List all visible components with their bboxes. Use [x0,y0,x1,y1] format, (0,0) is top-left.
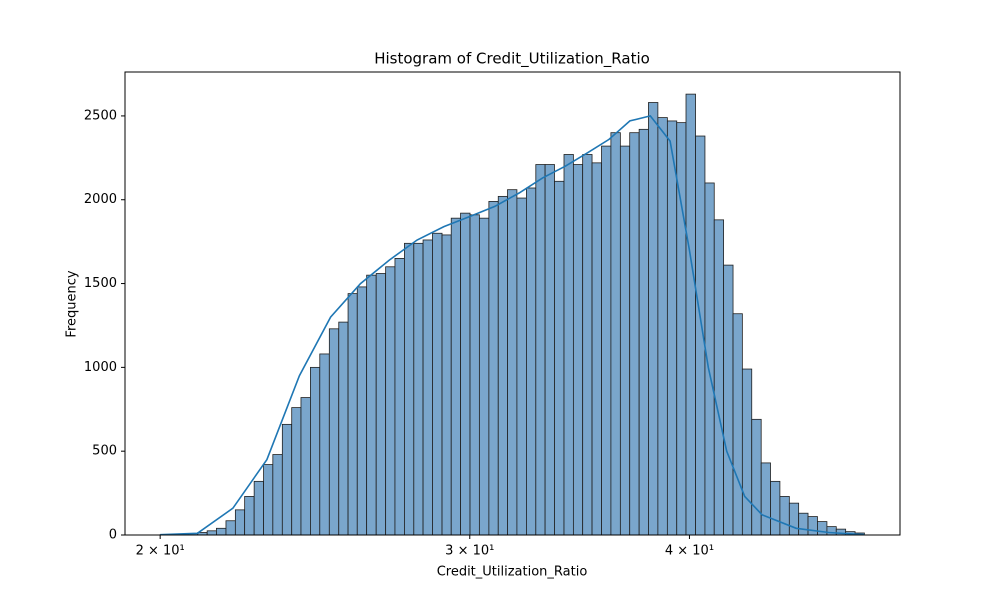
bar [658,118,667,535]
y-tick-label: 1000 [84,360,117,375]
x-tick-label: 2 × 10¹ [136,544,185,559]
bar [461,213,470,535]
bar [235,510,244,535]
bar [451,218,460,535]
bar [517,198,527,535]
bar [386,267,395,535]
bar [498,196,507,535]
bar [367,275,377,535]
x-axis-label: Credit_Utilization_Ratio [437,565,588,580]
bar [320,354,330,535]
bar [573,165,582,535]
bar [395,258,404,535]
bar [432,233,442,535]
bar [245,496,255,535]
bar [564,154,573,535]
bar [817,522,826,535]
y-tick-label: 2000 [84,192,117,207]
bar [780,496,789,535]
y-tick-label: 500 [92,444,117,459]
bar [376,273,385,535]
bar [630,133,639,535]
bar [292,408,301,535]
bar [414,243,423,535]
bar [724,265,733,535]
bar [264,465,273,535]
bar [329,329,338,535]
bar [742,369,751,535]
y-axis-label: Frequency [65,270,80,337]
bar [273,455,282,535]
x-tick-label: 4 × 10¹ [665,544,714,559]
bar [216,528,226,535]
bar [404,243,413,535]
bar [611,133,620,535]
bar [423,240,432,535]
bar [357,287,366,535]
bar [761,463,770,535]
y-tick-label: 2500 [84,108,117,123]
bar [752,419,761,535]
bar [583,154,592,535]
bar [508,190,517,535]
bar [339,322,348,535]
bar [808,517,817,535]
bar [592,163,601,535]
bar [489,201,498,535]
bar [536,165,545,535]
bar [470,215,479,535]
bar [554,181,564,535]
bar [667,121,676,535]
y-tick-label: 0 [109,528,117,543]
bar [602,146,611,535]
bar [620,146,629,535]
bar [827,527,836,535]
bar [714,220,723,535]
bar [479,218,488,535]
bar [733,314,742,535]
bar [639,129,648,535]
chart-title: Histogram of Credit_Utilization_Ratio [374,50,650,69]
bar [771,481,780,535]
y-tick-label: 1500 [84,276,117,291]
bar [526,188,535,535]
bar [799,513,808,535]
bar [648,103,657,535]
bar [789,503,798,535]
bar [226,521,235,535]
bar [207,531,216,535]
bar [282,424,291,535]
plot-area [160,94,864,535]
bar [442,235,451,535]
bar [348,294,357,535]
bar [301,398,310,535]
x-tick-label: 3 × 10¹ [445,544,494,559]
bar [686,94,696,535]
bar [310,367,319,535]
bar [254,481,263,535]
bar [545,165,554,535]
